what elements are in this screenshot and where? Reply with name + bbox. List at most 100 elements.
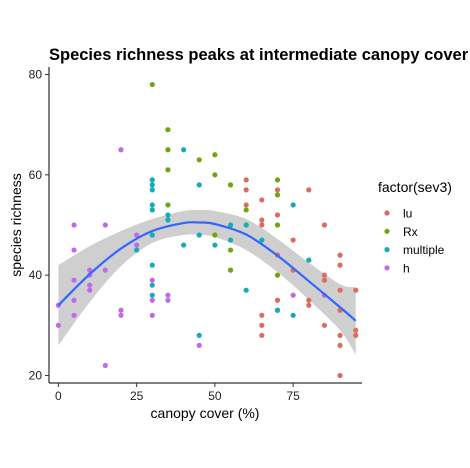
- data-point-multiple: [149, 292, 155, 298]
- y-axis-title: species richness: [8, 173, 24, 277]
- x-axis-title: canopy cover (%): [151, 405, 260, 421]
- data-point-multiple: [227, 222, 234, 228]
- data-point-h: [71, 312, 77, 318]
- data-point-multiple: [290, 312, 296, 318]
- data-point-h: [149, 277, 155, 283]
- fit-curve: [57, 221, 357, 322]
- data-point-lu: [337, 342, 343, 348]
- data-point-lu: [306, 302, 312, 308]
- data-point-multiple: [180, 147, 187, 153]
- data-point-multiple: [227, 237, 234, 243]
- data-point-h: [55, 322, 61, 328]
- data-point-h: [118, 312, 124, 318]
- data-point-h: [71, 247, 77, 253]
- y-tick-label: 20: [29, 368, 43, 382]
- data-point-multiple: [196, 332, 202, 338]
- data-point-multiple: [243, 287, 249, 293]
- legend: factor(sev3) lu Rx multiple h: [378, 179, 452, 275]
- data-point-multiple: [306, 257, 312, 263]
- data-point-multiple: [149, 282, 155, 288]
- data-point-Rx: [227, 182, 234, 188]
- y-tick-label: 80: [29, 68, 43, 82]
- data-point-h: [165, 292, 171, 298]
- data-point-lu: [274, 212, 281, 218]
- data-point-h: [196, 342, 202, 348]
- data-point-h: [102, 362, 108, 369]
- data-point-lu: [321, 322, 328, 328]
- data-point-multiple: [165, 212, 171, 218]
- fit-line: [57, 221, 357, 322]
- data-point-h: [87, 282, 93, 288]
- data-point-Rx: [165, 202, 171, 208]
- legend-title: factor(sev3): [378, 179, 452, 195]
- data-point-multiple: [274, 307, 281, 313]
- data-point-h: [149, 297, 155, 303]
- confidence-band: [58, 209, 356, 355]
- data-point-Rx: [227, 267, 234, 273]
- data-point-lu: [353, 287, 359, 293]
- data-point-h: [118, 147, 124, 153]
- x-tick-label: 75: [286, 389, 300, 403]
- data-point-multiple: [149, 207, 155, 213]
- data-point-Rx: [165, 147, 171, 153]
- data-point-multiple: [196, 232, 202, 238]
- data-point-Rx: [165, 127, 171, 133]
- data-point-multiple: [243, 222, 249, 228]
- legend-key-lu: [384, 210, 390, 216]
- data-point-Rx: [212, 152, 218, 158]
- data-point-multiple: [149, 187, 155, 193]
- data-point-h: [134, 232, 140, 238]
- data-point-lu: [337, 262, 343, 268]
- data-point-lu: [259, 332, 265, 338]
- data-point-multiple: [259, 237, 265, 243]
- data-point-multiple: [149, 202, 155, 208]
- data-point-Rx: [212, 172, 218, 178]
- legend-key-h: [384, 265, 390, 271]
- data-point-lu: [259, 197, 265, 203]
- data-point-Rx: [274, 192, 281, 198]
- data-point-multiple: [134, 247, 140, 253]
- legend-key-Rx: [384, 228, 390, 234]
- data-point-lu: [353, 327, 359, 333]
- legend-label-h: h: [403, 261, 410, 275]
- data-point-h: [118, 307, 124, 313]
- data-point-lu: [259, 322, 265, 328]
- data-point-multiple: [212, 242, 218, 248]
- data-point-multiple: [149, 177, 155, 183]
- data-point-lu: [337, 287, 343, 293]
- data-point-Rx: [274, 177, 281, 183]
- legend-entries: lu Rx multiple h: [384, 207, 445, 275]
- data-points: [55, 81, 359, 379]
- legend-key-multiple: [384, 247, 390, 253]
- data-point-multiple: [290, 202, 296, 208]
- data-point-lu: [321, 222, 328, 228]
- data-point-lu: [337, 252, 343, 258]
- data-point-lu: [353, 332, 359, 338]
- data-point-h: [102, 222, 108, 228]
- x-tick-label: 50: [208, 389, 222, 403]
- x-axis-ticks: 0 25 50 75: [55, 383, 300, 403]
- legend-label-multiple: multiple: [403, 243, 445, 257]
- data-point-h: [87, 267, 93, 273]
- data-point-lu: [321, 272, 328, 278]
- y-axis-ticks: 20 40 60 80: [29, 68, 49, 382]
- data-point-multiple: [180, 242, 187, 248]
- data-point-lu: [243, 177, 249, 183]
- data-point-Rx: [196, 157, 202, 163]
- data-point-multiple: [165, 217, 171, 223]
- data-point-multiple: [196, 182, 202, 188]
- data-point-multiple: [149, 182, 155, 188]
- data-point-h: [149, 312, 155, 318]
- data-point-h: [134, 242, 140, 248]
- x-tick-label: 0: [55, 389, 62, 403]
- data-point-Rx: [227, 247, 234, 253]
- legend-label-Rx: Rx: [403, 225, 418, 239]
- data-point-h: [87, 287, 93, 293]
- data-point-lu: [259, 222, 265, 228]
- data-point-h: [290, 292, 296, 298]
- data-point-Rx: [212, 232, 218, 238]
- data-point-h: [165, 297, 171, 303]
- data-point-Rx: [165, 167, 171, 173]
- data-point-lu: [259, 312, 265, 318]
